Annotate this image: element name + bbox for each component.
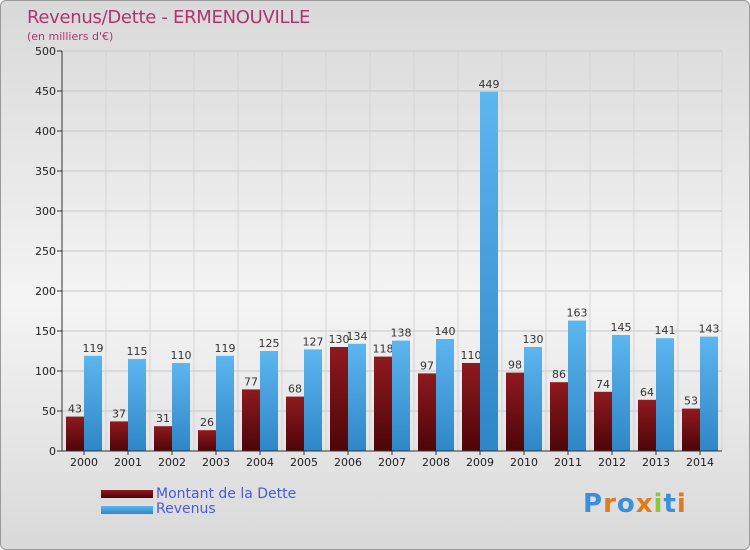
x-tick-label: 2005 — [290, 456, 318, 469]
bar-revenus — [304, 349, 322, 451]
data-label: 130 — [523, 333, 544, 346]
data-label: 145 — [611, 321, 632, 334]
y-tick-label: 500 — [35, 45, 56, 58]
y-tick-label: 350 — [35, 165, 56, 178]
x-tick-label: 2001 — [114, 456, 142, 469]
y-tick-label: 50 — [42, 405, 56, 418]
bar-revenus — [612, 335, 630, 451]
bar-revenus — [348, 343, 366, 451]
bar-dette — [550, 382, 568, 451]
data-label: 97 — [420, 359, 434, 372]
legend-label-revenus: Revenus — [156, 501, 216, 517]
bar-revenus — [656, 338, 674, 451]
bar-dette — [286, 396, 304, 451]
y-tick-label: 0 — [49, 445, 56, 458]
data-label: 118 — [373, 343, 394, 356]
data-label: 86 — [552, 368, 566, 381]
bar-dette — [154, 426, 172, 451]
bar-dette — [462, 363, 480, 451]
y-tick-label: 450 — [35, 85, 56, 98]
bar-revenus — [568, 320, 586, 451]
data-label: 134 — [347, 330, 368, 343]
y-tick-label: 200 — [35, 285, 56, 298]
data-label: 53 — [684, 395, 698, 408]
x-tick-label: 2012 — [598, 456, 626, 469]
y-tick-label: 400 — [35, 125, 56, 138]
data-label: 68 — [288, 383, 302, 396]
bar-dette — [682, 408, 700, 451]
data-label: 77 — [244, 375, 258, 388]
bar-revenus — [524, 347, 542, 451]
data-label: 163 — [567, 307, 588, 320]
x-tick-label: 2009 — [466, 456, 494, 469]
x-tick-label: 2006 — [334, 456, 362, 469]
bar-dette — [374, 356, 392, 451]
data-label: 110 — [461, 349, 482, 362]
x-tick-label: 2014 — [686, 456, 714, 469]
legend-swatch-dette — [101, 490, 153, 498]
y-tick-label: 250 — [35, 245, 56, 258]
legend-label-dette: Montant de la Dette — [156, 486, 297, 502]
data-label: 31 — [156, 412, 170, 425]
y-tick-label: 100 — [35, 365, 56, 378]
data-label: 115 — [127, 345, 148, 358]
data-label: 43 — [68, 403, 82, 416]
data-label: 140 — [435, 325, 456, 338]
data-label: 74 — [596, 378, 610, 391]
x-tick-label: 2013 — [642, 456, 670, 469]
bar-revenus — [216, 355, 234, 451]
data-label: 143 — [699, 323, 720, 336]
bar-dette — [110, 421, 128, 451]
data-label: 98 — [508, 359, 522, 372]
data-label: 26 — [200, 416, 214, 429]
bar-dette — [198, 430, 216, 451]
data-label: 130 — [329, 333, 350, 346]
x-tick-label: 2007 — [378, 456, 406, 469]
proxiti-logo: Proxiti — [583, 489, 687, 519]
data-label: 64 — [640, 386, 654, 399]
bar-dette — [638, 399, 656, 451]
bar-revenus — [260, 351, 278, 451]
bar-revenus — [172, 363, 190, 451]
bar-revenus — [392, 340, 410, 451]
bar-dette — [330, 347, 348, 451]
bar-revenus — [436, 339, 454, 451]
data-label: 37 — [112, 407, 126, 420]
data-label: 138 — [391, 327, 412, 340]
data-label: 119 — [215, 342, 236, 355]
chart-subtitle: (en milliers d'€) — [27, 30, 114, 43]
bar-dette — [418, 373, 436, 451]
bar-revenus — [84, 355, 102, 451]
data-label: 127 — [303, 335, 324, 348]
x-tick-label: 2011 — [554, 456, 582, 469]
x-tick-label: 2004 — [246, 456, 274, 469]
data-label: 449 — [479, 78, 500, 91]
chart-title: Revenus/Dette - ERMENOUVILLE — [27, 7, 311, 28]
bar-dette — [242, 389, 260, 451]
x-tick-label: 2003 — [202, 456, 230, 469]
bar-dette — [66, 416, 84, 451]
data-label: 141 — [655, 324, 676, 337]
x-tick-label: 2000 — [70, 456, 98, 469]
x-tick-label: 2010 — [510, 456, 538, 469]
data-label: 125 — [259, 337, 280, 350]
bar-revenus — [700, 336, 718, 451]
x-tick-label: 2002 — [158, 456, 186, 469]
data-label: 119 — [83, 342, 104, 355]
bar-revenus — [128, 359, 146, 451]
bar-dette — [594, 391, 612, 451]
bar-revenus — [480, 91, 498, 452]
x-tick-label: 2008 — [422, 456, 450, 469]
bar-dette — [506, 372, 524, 451]
y-tick-label: 150 — [35, 325, 56, 338]
y-tick-label: 300 — [35, 205, 56, 218]
data-label: 110 — [171, 349, 192, 362]
legend-swatch-revenus — [101, 506, 153, 514]
